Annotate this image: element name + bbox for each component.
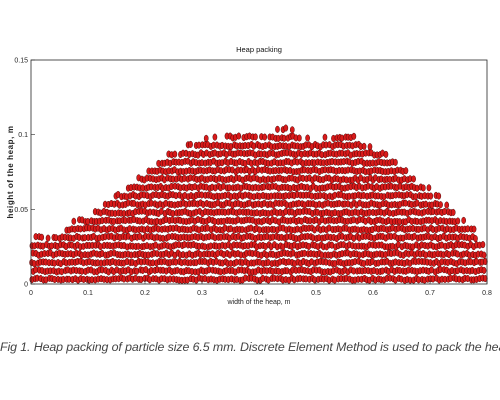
particle-marker [403, 167, 409, 175]
x-tick-label: 0.1 [83, 290, 93, 297]
x-tick-label: 0.3 [197, 290, 207, 297]
particle-marker [305, 134, 310, 142]
y-tick-label: 0.15 [14, 58, 28, 65]
particle-marker [203, 134, 209, 142]
x-axis-ticks: 0 0.1 0.2 0.3 0.4 0.5 0.6 0.7 0.8 [29, 280, 492, 297]
particle-marker [262, 133, 268, 141]
chart-title: Heap packing [236, 45, 282, 54]
particle-marker [351, 132, 357, 140]
y-tick-label: 0.1 [18, 132, 28, 139]
particle-marker [444, 201, 450, 209]
particle-marker [436, 192, 442, 200]
x-tick-label: 0.6 [368, 290, 378, 297]
particle-marker [39, 233, 45, 241]
particle-marker [253, 133, 258, 141]
x-tick-label: 0.7 [425, 290, 435, 297]
particle-marker [289, 126, 295, 134]
x-axis-label: width of the heap, m [226, 299, 290, 306]
particle-marker [480, 241, 486, 249]
particle-marker [483, 258, 488, 266]
figure-caption: Fig 1. Heap packing of particle size 6.5… [0, 340, 500, 354]
particle-marker [212, 133, 218, 141]
particle-marker [283, 124, 289, 132]
particle-marker [172, 150, 178, 158]
y-axis-ticks: 0 0.05 0.1 0.15 [14, 58, 35, 289]
heap-packing-chart: Heap packing 0 0.1 0.2 0.3 0.4 0.5 0.6 0.7 0.8 0… [6, 45, 492, 306]
particle-marker [367, 143, 373, 151]
particle-marker [450, 208, 456, 216]
particle-marker [428, 192, 434, 200]
x-tick-label: 0.5 [311, 290, 321, 297]
particle-marker [455, 217, 461, 225]
particle-marker [473, 235, 478, 243]
particle-marker [461, 216, 466, 224]
particle-marker [481, 251, 487, 259]
particle-marker [411, 175, 416, 183]
particle-marker [383, 150, 389, 158]
y-tick-label: 0.05 [14, 207, 28, 214]
particle-marker [45, 234, 51, 242]
particle-marker [322, 133, 328, 141]
particle-marker [281, 134, 287, 142]
particle-marker [413, 193, 418, 201]
y-axis-label: height of the heap, m [6, 125, 15, 218]
x-tick-label: 0.8 [482, 290, 492, 297]
particle-marker [275, 125, 280, 133]
particle-marker [134, 267, 140, 275]
particle-marker [393, 158, 398, 166]
particle-marker [421, 184, 426, 192]
particle-marker [297, 134, 302, 142]
particle-marker [426, 184, 432, 192]
particle-marker [361, 142, 367, 150]
x-tick-label: 0 [29, 290, 33, 297]
x-tick-label: 0.2 [140, 290, 150, 297]
particle-marker [188, 140, 193, 148]
particle-marker [438, 201, 443, 209]
particle-markers [29, 124, 488, 284]
particle-marker [236, 132, 242, 140]
particle-marker [71, 217, 77, 225]
particle-marker [471, 225, 477, 233]
y-tick-label: 0 [24, 282, 28, 289]
particle-marker [481, 266, 487, 274]
x-tick-label: 0.4 [254, 290, 264, 297]
